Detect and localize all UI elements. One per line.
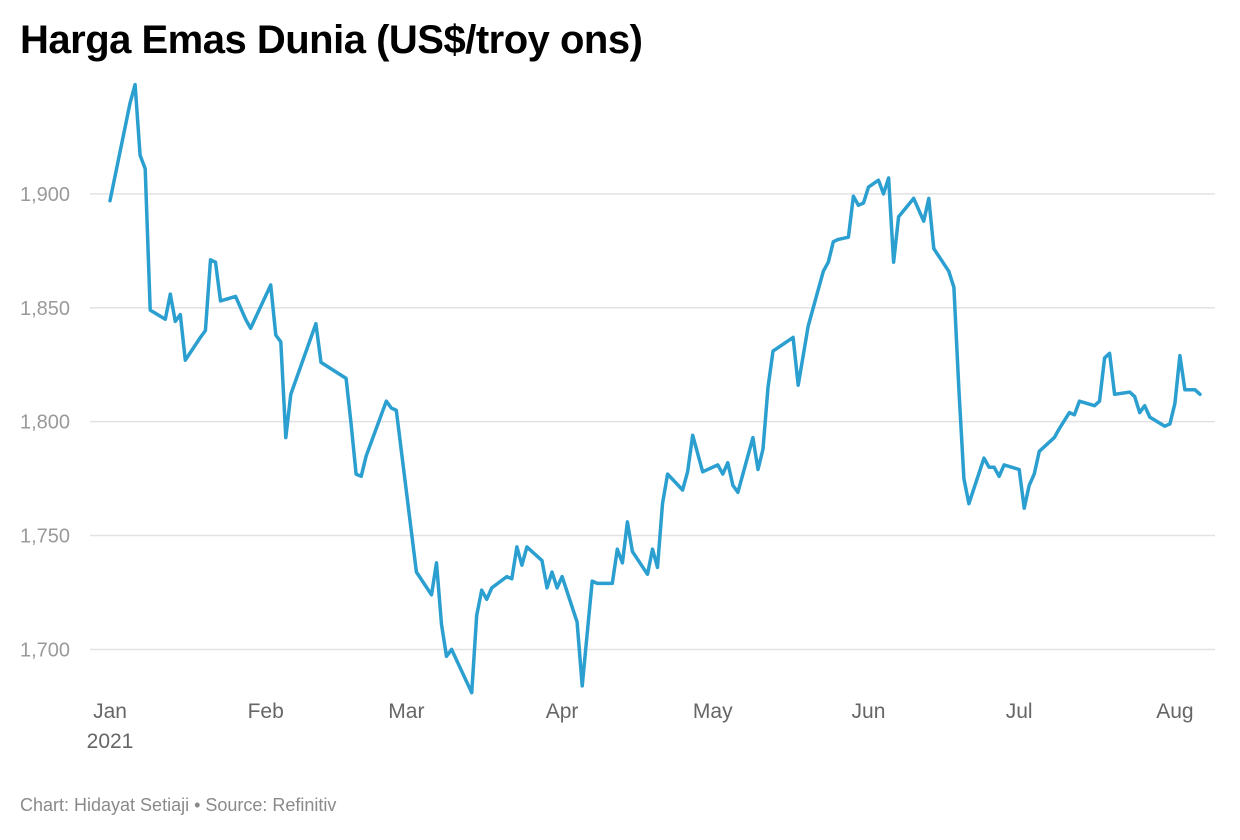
gridlines [90, 193, 1215, 651]
x-tick-label: Feb [248, 700, 284, 723]
x-tick-label: Mar [388, 700, 424, 723]
y-tick-label: 1,900 [20, 184, 70, 206]
y-tick-label: 1,800 [20, 412, 70, 434]
x-tick-sublabel: 2021 [87, 730, 134, 753]
x-tick-label: Jun [852, 700, 886, 723]
x-axis-ticks: Jan 2021 Feb Mar Apr May Jun Jul Aug [87, 700, 1194, 753]
x-tick-label: Jul [1006, 700, 1033, 723]
x-tick-label: Apr [546, 700, 579, 723]
y-tick-label: 1,850 [20, 298, 70, 320]
x-tick-label: Aug [1156, 700, 1193, 723]
chart-title: Harga Emas Dunia (US$/troy ons) [20, 18, 643, 62]
y-tick-label: 1,700 [20, 639, 70, 661]
chart-footer: Chart: Hidayat Setiaji • Source: Refinit… [20, 795, 337, 815]
x-tick-label: May [693, 700, 733, 723]
x-tick-label: Jan [93, 700, 127, 723]
y-tick-label: 1,750 [20, 526, 70, 548]
y-axis-ticks: 1,700 1,750 1,800 1,850 1,900 [20, 184, 70, 662]
series-line [108, 82, 1202, 695]
series-layer [108, 82, 1202, 695]
